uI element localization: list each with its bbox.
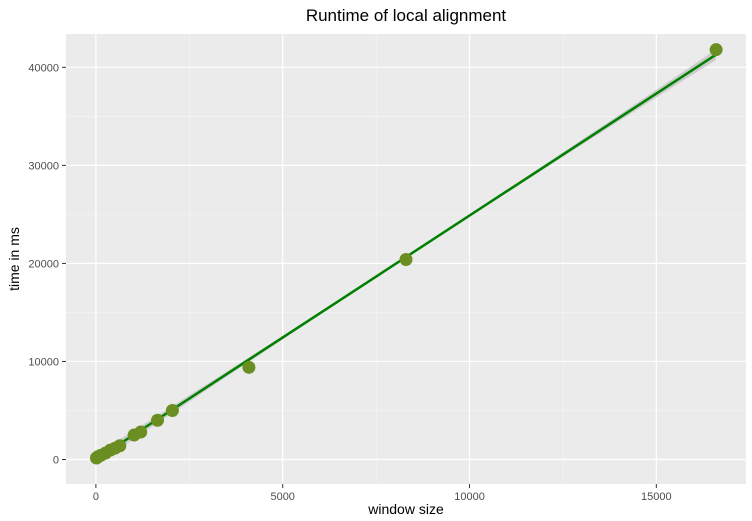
data-point [134, 425, 148, 439]
data-point [242, 360, 256, 374]
data-point [113, 439, 127, 453]
data-point [709, 43, 723, 57]
y-axis-title: time in ms [6, 227, 22, 291]
x-tick-label: 10000 [454, 491, 485, 503]
x-tick-label: 0 [93, 491, 99, 503]
y-tick-label: 20000 [28, 258, 59, 270]
data-point [399, 252, 413, 266]
x-tick-label: 15000 [641, 491, 672, 503]
data-point [151, 413, 165, 427]
data-point [165, 403, 179, 417]
y-tick-label: 40000 [28, 62, 59, 74]
data-points [89, 43, 723, 465]
y-tick-label: 30000 [28, 160, 59, 172]
y-axis-ticks: 0 10000 20000 30000 40000 [28, 62, 66, 466]
chart-title: Runtime of local alignment [306, 6, 507, 25]
x-axis-ticks: 0 5000 10000 15000 [93, 484, 672, 503]
x-tick-label: 5000 [270, 491, 294, 503]
y-tick-label: 10000 [28, 356, 59, 368]
minor-gridlines [66, 34, 746, 484]
y-tick-label: 0 [53, 454, 59, 466]
x-axis-title: window size [367, 501, 444, 517]
